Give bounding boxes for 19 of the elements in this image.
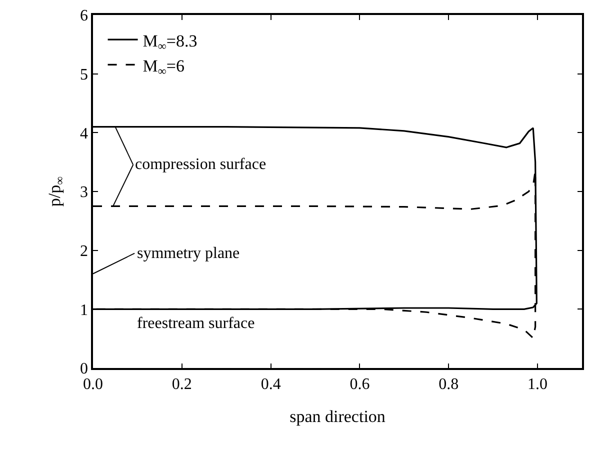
legend-label: M$_{∞}$=8.3	[142, 31, 198, 53]
y-tick-label: 3	[80, 184, 88, 202]
x-tick-label: 0.8	[438, 376, 459, 393]
y-tick-label: 1	[80, 302, 88, 319]
y-tick-label: 4	[80, 125, 88, 142]
annotation: freestream surface	[137, 315, 255, 332]
y-tick-label: 6	[80, 8, 88, 25]
annotation: symmetry plane	[137, 245, 240, 262]
x-tick-label: 1.0	[528, 376, 548, 393]
x-tick-label: 0.2	[172, 376, 192, 393]
y-tick-label: 0	[80, 360, 88, 378]
y-tick-label: 5	[80, 66, 88, 84]
x-tick-label: 0.6	[350, 376, 370, 393]
annotation: compression surface	[135, 156, 266, 173]
y-tick-label: 2	[80, 242, 88, 260]
x-tick-label: 0.4	[260, 376, 281, 393]
x-tick-label: 0.0	[83, 376, 103, 393]
legend-label: M$_{∞}$=6	[142, 56, 184, 78]
x-axis-title: span direction	[290, 406, 386, 426]
